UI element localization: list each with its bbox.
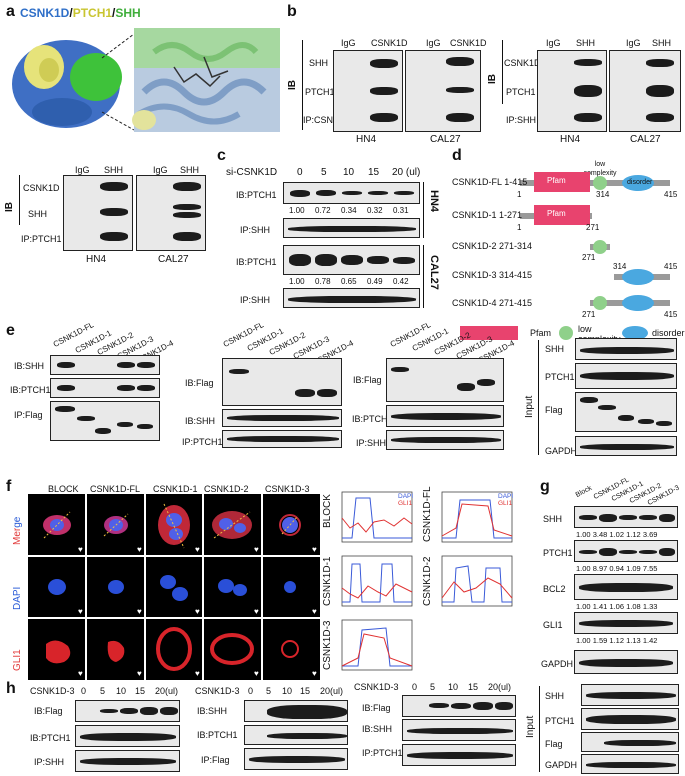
b-right-ib: IB — [487, 74, 498, 84]
e1-ipflag — [50, 401, 160, 441]
legend-disorder-swatch — [622, 326, 648, 340]
svg-text:♥: ♥ — [78, 545, 83, 554]
svg-text:♥: ♥ — [78, 607, 83, 616]
svg-text:♥: ♥ — [312, 545, 317, 554]
protein-structure-image — [12, 28, 280, 132]
g-gapdh — [574, 650, 678, 674]
svg-text:♥: ♥ — [195, 545, 200, 554]
h3-ipptch1 — [402, 744, 516, 766]
g-gli1 — [574, 612, 678, 634]
domain-diagram — [520, 172, 670, 311]
h1-ptch1 — [75, 725, 180, 747]
e2-ipptch1 — [222, 430, 342, 448]
e3-flag — [386, 358, 504, 402]
h-input-flag — [581, 732, 679, 752]
b-left-ib: IB — [287, 80, 298, 90]
h1-flag — [75, 700, 180, 722]
h3-shh — [402, 719, 516, 741]
e-input-ptch1 — [575, 363, 677, 389]
svg-text:♥: ♥ — [312, 607, 317, 616]
c-cal27-ptch1 — [283, 245, 420, 275]
title-ptch1: PTCH1 — [72, 6, 113, 20]
h2-ptch1 — [244, 725, 348, 745]
panel-a-title: CSNK1D/PTCH1/SHH — [20, 6, 141, 20]
c-treatment: si-CSNK1D — [226, 167, 278, 178]
e3-ipshh — [386, 430, 504, 450]
svg-text:♥: ♥ — [137, 545, 142, 554]
b2-blot-hn4 — [63, 175, 133, 251]
panel-c-label: c — [217, 147, 226, 164]
c-cal27-shh — [283, 288, 420, 308]
h-input-ptch1 — [581, 708, 679, 730]
panel-h-label: h — [6, 680, 16, 697]
title-csnk1d: CSNK1D — [20, 6, 70, 20]
svg-text:♥: ♥ — [137, 669, 142, 678]
panel-d-label: d — [452, 147, 462, 164]
svg-text:♥: ♥ — [254, 669, 259, 678]
title-shh: SHH — [115, 6, 141, 20]
panel-b-label: b — [287, 3, 297, 20]
c-hn4-ptch1 — [283, 182, 420, 204]
e-input-flag — [575, 392, 677, 432]
g-bcl2 — [574, 574, 678, 600]
h1-ipshh — [75, 750, 180, 772]
f-row-gli1: GLI1 — [12, 649, 23, 671]
g-shh — [574, 506, 678, 528]
e-input-shh — [575, 338, 677, 360]
h3-flag — [402, 695, 516, 717]
e1-ptch1 — [50, 378, 160, 398]
b-left-blot-cal27 — [405, 50, 481, 132]
e2-flag — [222, 358, 342, 406]
e1-shh — [50, 355, 160, 375]
h2-shh — [244, 700, 348, 722]
b2-ib: IB — [4, 202, 15, 212]
e3-ptch1 — [386, 405, 504, 427]
microscopy-grid: ♥ ♥ ♥ ♥ ♥ ♥ ♥ ♥ ♥ ♥ ♥ ♥ ♥ ♥ ♥ — [28, 494, 320, 680]
f-row-dapi: DAPI — [12, 586, 23, 610]
svg-text:♥: ♥ — [195, 607, 200, 616]
panel-a-label: a — [6, 3, 15, 20]
svg-text:♥: ♥ — [254, 607, 259, 616]
b2-blot-cal27 — [136, 175, 206, 251]
c-hn4-shh — [283, 218, 420, 238]
svg-text:♥: ♥ — [195, 669, 200, 678]
panel-g-label: g — [540, 478, 550, 495]
svg-text:♥: ♥ — [137, 607, 142, 616]
profile-plots — [341, 491, 513, 671]
svg-text:♥: ♥ — [254, 545, 259, 554]
f-row-merge: Merge — [12, 516, 23, 545]
legend-low-swatch — [559, 326, 573, 340]
legend-pfam-swatch — [460, 326, 518, 340]
g-ptch1 — [574, 540, 678, 562]
h-input-shh — [581, 684, 679, 706]
b-right-blot-cal27 — [609, 50, 681, 132]
b-right-blot-hn4 — [537, 50, 607, 132]
panel-f-label: f — [6, 478, 12, 495]
e-input-gapdh — [575, 436, 677, 456]
svg-text:♥: ♥ — [78, 669, 83, 678]
b-left-blot-hn4 — [333, 50, 403, 132]
h-input-gapdh — [581, 754, 679, 774]
svg-text:♥: ♥ — [312, 669, 317, 678]
h2-ipflag — [244, 748, 348, 770]
e2-shh — [222, 409, 342, 427]
panel-e-label: e — [6, 322, 15, 339]
